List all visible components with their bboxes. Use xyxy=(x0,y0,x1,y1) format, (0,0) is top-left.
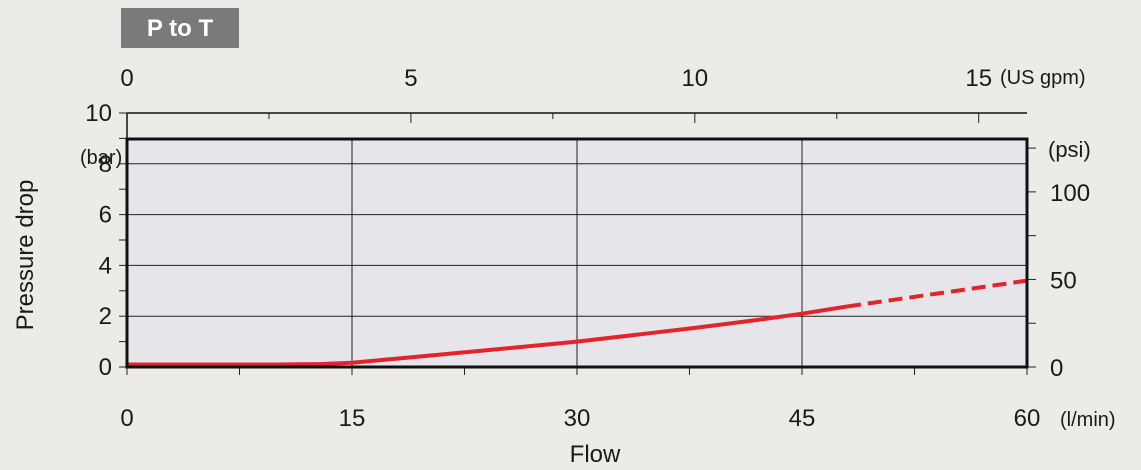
x-tick-label: 0 xyxy=(120,405,133,432)
y-tick-label: 2 xyxy=(99,303,112,330)
y-right-tick-label: 100 xyxy=(1050,180,1090,207)
x-tick-label: 45 xyxy=(789,405,816,432)
x-top-tick-label: 10 xyxy=(681,65,708,92)
y-right-tick-labels: 0 50 100 xyxy=(1050,180,1090,382)
x-tick-label: 60 xyxy=(1014,405,1041,432)
x-top-tick-label: 15 xyxy=(965,65,992,92)
y-tick-label: 6 xyxy=(99,202,112,229)
y-tick-label: 10 xyxy=(85,100,112,127)
title-badge-label: P to T xyxy=(147,15,214,42)
x-top-axis-unit: (US gpm) xyxy=(1000,67,1086,89)
x-axis-label: Flow xyxy=(570,441,621,468)
title-badge: P to T xyxy=(121,8,239,48)
y-axis-label: Pressure drop xyxy=(12,180,39,331)
y-tick-label: 4 xyxy=(99,252,112,279)
x-top-tick-label: 0 xyxy=(120,65,133,92)
title-badge-background xyxy=(121,8,239,48)
x-tick-label: 15 xyxy=(339,405,366,432)
y-tick-label: 0 xyxy=(99,354,112,381)
x-tick-labels: 0 15 30 45 60 xyxy=(120,405,1040,432)
y-tick-label: 8 xyxy=(99,151,112,178)
series-layer xyxy=(127,278,1028,367)
series-line-extrapolated xyxy=(846,278,1028,309)
y-right-tick-label: 0 xyxy=(1050,355,1063,382)
x-top-tick-labels: 0 5 10 15 xyxy=(120,65,992,92)
y-right-tick-label: 50 xyxy=(1050,267,1077,294)
y-axis-unit: (bar) xyxy=(80,147,122,169)
y-right-axis-unit: (psi) xyxy=(1048,137,1091,162)
series-line-measured xyxy=(127,304,848,367)
y-tick-labels: 0 2 4 6 8 10 xyxy=(85,100,112,381)
x-axis-unit: (l/min) xyxy=(1060,409,1116,431)
x-tick-label: 30 xyxy=(564,405,591,432)
grid-lines xyxy=(127,139,1027,367)
x-top-tick-label: 5 xyxy=(404,65,417,92)
